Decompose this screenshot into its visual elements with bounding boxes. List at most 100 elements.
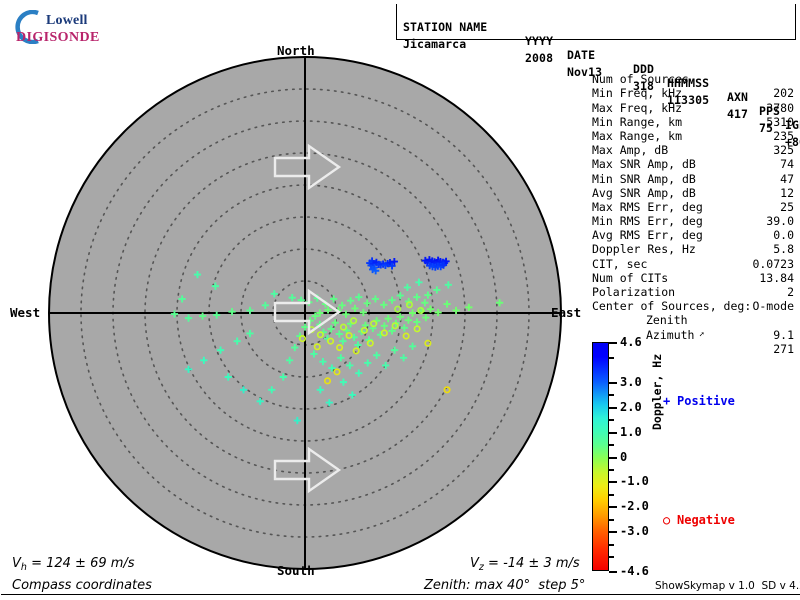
direction-label-north: North: [277, 43, 315, 58]
scatter-point-positive: [170, 310, 179, 318]
colorbar-minor-tick: [609, 493, 614, 496]
footer-rule: [0, 594, 800, 595]
horizontal-velocity-annotation: Vh = 124 ± 69 m/s: [12, 556, 135, 573]
header-col-igp: IGP: [785, 118, 800, 132]
scatter-point-positive: [408, 342, 417, 350]
stat-value: 13.84: [759, 270, 794, 285]
stat-label: Avg RMS Err, deg: [592, 228, 703, 243]
scatter-point-positive: [228, 308, 236, 316]
scatter-point-negative: [360, 326, 368, 334]
colorbar-axis-title: Doppler, Hz: [650, 353, 664, 430]
scatter-point-positive: [396, 291, 404, 300]
stat-row-azimuth: Azimuth ➚ 271: [584, 313, 796, 356]
scatter-point-positive: [404, 316, 413, 324]
stat-value: 271: [773, 341, 794, 356]
scatter-point-negative: [370, 320, 378, 328]
station-header: STATION NAME YYYY DATE DDD HHMMSS AXN PP…: [396, 4, 800, 149]
logo-brand-bottom: DIGISONDE: [16, 30, 100, 45]
azimuth-text: Azimuth: [646, 327, 695, 342]
stat-value: 5.8: [773, 242, 794, 257]
scatter-point-positive: [388, 327, 396, 335]
scatter-point-positive: [355, 369, 363, 377]
stat-center-heading: Center of Sources, deg:: [584, 285, 796, 313]
scatter-point-positive: [279, 373, 287, 381]
header-column-row: STATION NAME YYYY DATE DDD HHMMSS AXN PP…: [397, 6, 800, 132]
stat-label: Avg SNR Amp, dB: [592, 185, 696, 200]
scatter-point-positive: [391, 346, 399, 354]
header-col-ddd: DDD: [633, 62, 655, 76]
vh-value: = 124 ± 69 m/s: [26, 556, 135, 571]
header-col-pps: PPS: [759, 104, 781, 118]
scatter-point-positive: [363, 299, 371, 307]
stat-row: Num of CITs 2: [584, 257, 796, 299]
stat-value: 9.1: [773, 327, 794, 342]
header-val-ddd: 318: [633, 79, 655, 93]
scatter-point-positive: [424, 291, 432, 299]
scatter-point-positive: [184, 314, 193, 322]
stat-label: Max RMS Err, deg: [592, 199, 703, 214]
scatter-point-positive: [270, 290, 278, 298]
scatter-point-positive: [354, 341, 362, 349]
header-value-row: Jicamarca 2008 Nov13 318 113305 417 75 +…: [397, 23, 800, 149]
colorbar-minor-tick: [609, 543, 614, 546]
stat-label: Polarization: [592, 285, 676, 300]
center-of-sources-label: Center of Sources, deg:: [592, 299, 752, 314]
stat-row: Max Freq, kHz 5310: [584, 86, 796, 129]
colorbar-tick-label: -4.6: [620, 564, 649, 578]
scatter-point-positive: [384, 315, 392, 323]
scatter-point-positive: [400, 324, 408, 332]
colorbar-tick-layer: 4.6 3.0 2.0 1.0 0 -1.0 -2.0 -3.0 -4.6: [609, 335, 669, 580]
scatter-point-positive: [239, 386, 248, 394]
scatter-point-positive: [233, 337, 241, 345]
scatter-point-positive: [199, 312, 207, 320]
scatter-point-positive: [364, 359, 372, 367]
scatter-point-positive: [413, 293, 421, 301]
scatter-point-negative: [394, 305, 402, 313]
scatter-point-positive: [193, 271, 202, 279]
drift-arrows-layer: [273, 143, 342, 494]
scatter-point-negative: [333, 368, 341, 376]
scatter-point-negative: [366, 339, 374, 347]
colorbar-minor-tick: [609, 556, 614, 559]
scatter-point-negative: [298, 335, 306, 343]
scatter-point-positive: [388, 262, 396, 270]
colorbar-tick-label: -3.0: [620, 524, 649, 539]
legend-plus-icon: +: [663, 394, 671, 408]
stat-row: Avg SNR Amp, dB 25: [584, 172, 796, 214]
scatter-point-negative: [405, 301, 413, 309]
header-val-date: Nov13: [567, 65, 603, 79]
scatter-point-positive: [495, 299, 504, 307]
stat-label: Max SNR Amp, dB: [592, 157, 696, 172]
stat-value: 12: [780, 185, 794, 200]
scatter-point-positive: [261, 301, 269, 309]
stat-label: Max Range, km: [592, 128, 683, 143]
scatter-point-positive: [286, 356, 294, 364]
colorbar-tick: [609, 406, 617, 409]
direction-label-west: West: [10, 305, 41, 320]
scatter-point-negative: [391, 322, 399, 330]
direction-label-east: East: [551, 305, 582, 320]
legend-positive: + Positive: [663, 394, 735, 408]
scatter-point-negative: [413, 325, 421, 333]
stat-value: 39.0: [766, 214, 794, 229]
scatter-point-positive: [382, 361, 390, 370]
scatter-point-negative: [316, 331, 324, 339]
scatter-point-negative: [339, 323, 347, 331]
direction-label-south: South: [277, 563, 315, 578]
stat-label: Min SNR Amp, dB: [592, 171, 696, 186]
scatter-point-positive: [178, 295, 186, 303]
stat-row: Max SNR Amp, dB 47: [584, 143, 796, 185]
scatter-point-positive: [380, 301, 388, 309]
colorbar-tick: [609, 571, 617, 573]
skymap-polar-plot[interactable]: [47, 55, 563, 571]
scatter-point-positive: [342, 310, 350, 318]
stat-row: Polarization O-mode: [584, 271, 796, 313]
drift-arrow-south-icon: [273, 446, 342, 494]
stat-label: Zenith: [646, 313, 688, 328]
colorbar-tick-label: 1.0: [620, 424, 642, 439]
scatter-point-positive: [288, 294, 296, 302]
scatter-point-positive: [311, 312, 319, 320]
scatter-point-positive: [422, 314, 430, 322]
scatter-point-positive: [380, 322, 388, 330]
stat-value: 5310: [766, 114, 794, 129]
